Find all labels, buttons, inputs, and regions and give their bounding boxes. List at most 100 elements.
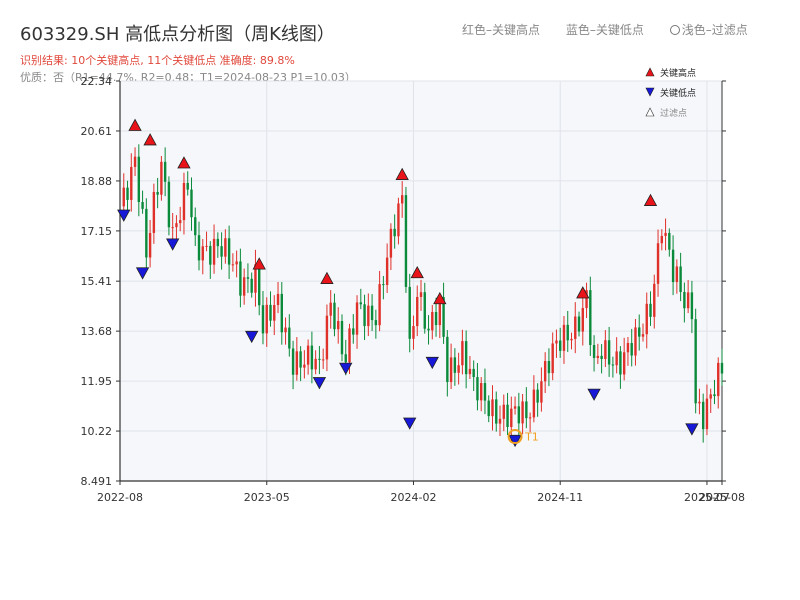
key-low-marker xyxy=(135,267,150,280)
y-tick-label: 15.41 xyxy=(81,275,113,288)
candle-body xyxy=(626,342,630,353)
candle-body xyxy=(385,257,389,285)
candle-body xyxy=(461,341,464,366)
candle-body xyxy=(359,302,362,305)
candle-body xyxy=(532,389,536,418)
candle-body xyxy=(701,401,705,430)
candle-body xyxy=(363,304,366,327)
legend-blue-label: 蓝色–关键低点 xyxy=(565,23,644,37)
candle-body xyxy=(559,340,562,351)
candle-body xyxy=(152,191,156,233)
x-tick-label: 2024-11 xyxy=(537,491,583,504)
candle-body xyxy=(423,292,426,329)
candle-body xyxy=(344,354,347,363)
candle-body xyxy=(671,249,675,283)
candle-body xyxy=(525,401,528,419)
key-low-marker xyxy=(403,417,417,430)
candle-body xyxy=(551,343,554,374)
candle-body xyxy=(318,358,321,360)
candle-body xyxy=(513,406,517,409)
candle-body xyxy=(611,364,615,366)
y-tick-label: 10.22 xyxy=(81,425,113,438)
candle-body xyxy=(382,284,385,286)
candle-body xyxy=(464,341,468,375)
candle-body xyxy=(295,351,299,375)
candle-body xyxy=(431,312,434,331)
candle-body xyxy=(337,321,340,330)
candle-body xyxy=(630,342,633,356)
candle-body xyxy=(156,191,159,195)
candle-body xyxy=(235,261,238,265)
candle-body xyxy=(212,238,216,265)
candle-body xyxy=(310,345,314,370)
candle-body xyxy=(649,303,652,317)
legend-high-icon xyxy=(645,67,655,77)
x-tick-label: 2024-02 xyxy=(390,491,436,504)
candle-body xyxy=(698,401,701,404)
y-tick-label: 8.491 xyxy=(81,475,113,488)
candle-body xyxy=(434,312,438,326)
candle-body xyxy=(397,203,400,237)
chart-title: 603329.SH 高低点分析图（周K线图） xyxy=(20,24,335,45)
candle-body xyxy=(502,404,505,419)
key-low-marker xyxy=(587,388,601,401)
candle-body xyxy=(506,404,509,427)
candle-body xyxy=(258,264,261,306)
candle-body xyxy=(378,284,381,326)
candle-body xyxy=(510,408,513,427)
key-high-marker xyxy=(643,193,658,206)
candle-body xyxy=(604,340,607,359)
candle-body xyxy=(355,302,359,335)
candle-body xyxy=(348,328,351,363)
candle-body xyxy=(566,324,569,341)
candle-body xyxy=(615,351,618,366)
candle-body xyxy=(141,202,144,209)
candle-body xyxy=(683,292,686,309)
candle-body xyxy=(160,161,163,195)
candle-body xyxy=(291,348,295,375)
candle-body xyxy=(562,324,566,351)
candle-body xyxy=(498,418,502,424)
candle-body xyxy=(163,161,167,182)
candle-body xyxy=(137,156,141,203)
candle-body xyxy=(194,217,197,236)
key-low-marker xyxy=(312,377,327,390)
candle-body xyxy=(600,355,603,359)
legend-light-item: 浅色–过滤点 xyxy=(669,23,770,37)
candle-body xyxy=(577,316,581,332)
legend-low-icon xyxy=(645,87,655,97)
candle-body xyxy=(179,220,182,224)
x-tick-label: 2025-08 xyxy=(699,491,745,504)
key-high-marker xyxy=(576,286,590,299)
candle-body xyxy=(449,357,453,383)
legend-low-label: 关键低点 xyxy=(660,87,696,99)
candle-body xyxy=(660,235,663,244)
candle-body xyxy=(374,320,378,326)
candle-body xyxy=(280,293,283,333)
candle-body xyxy=(517,406,521,424)
candle-body xyxy=(333,302,336,330)
candle-body xyxy=(487,400,490,417)
y-tick-label: 11.95 xyxy=(81,375,113,388)
candle-body xyxy=(694,319,697,404)
candle-body xyxy=(205,245,208,247)
candle-body xyxy=(457,365,460,373)
key-high-marker xyxy=(177,156,191,169)
candle-body xyxy=(540,381,543,403)
candle-body xyxy=(261,305,265,334)
legend-filtered-icon xyxy=(645,107,655,117)
candle-body xyxy=(216,238,220,247)
candle-body xyxy=(197,235,201,261)
candle-body xyxy=(589,290,592,345)
candle-body xyxy=(227,238,231,265)
key-low-marker xyxy=(117,209,131,222)
legend-red-label: 红色–关键高点 xyxy=(462,23,541,37)
candle-body xyxy=(231,264,235,266)
candle-body xyxy=(656,243,660,284)
x-tick-label: 2025-07 xyxy=(684,491,730,504)
candle-body xyxy=(585,290,588,309)
candle-body xyxy=(547,361,551,374)
candle-body xyxy=(370,305,374,321)
candle-body xyxy=(664,232,667,236)
